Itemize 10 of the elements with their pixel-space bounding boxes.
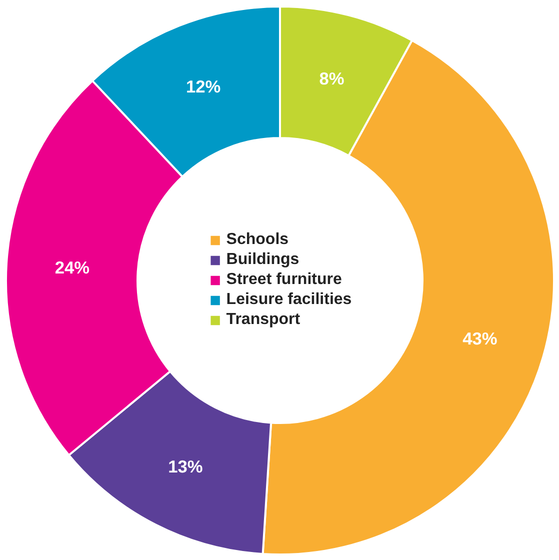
legend-label: Schools xyxy=(226,231,289,249)
data-label: 24% xyxy=(54,257,90,278)
data-label: 43% xyxy=(462,328,498,349)
legend-label: Street furniture xyxy=(226,271,342,289)
data-label: 8% xyxy=(319,68,344,88)
legend-label: Buildings xyxy=(226,251,300,269)
legend-label: Leisure facilities xyxy=(226,291,352,309)
legend-label: Transport xyxy=(226,311,300,329)
data-label: 12% xyxy=(186,76,221,97)
data-label: 13% xyxy=(168,456,203,476)
